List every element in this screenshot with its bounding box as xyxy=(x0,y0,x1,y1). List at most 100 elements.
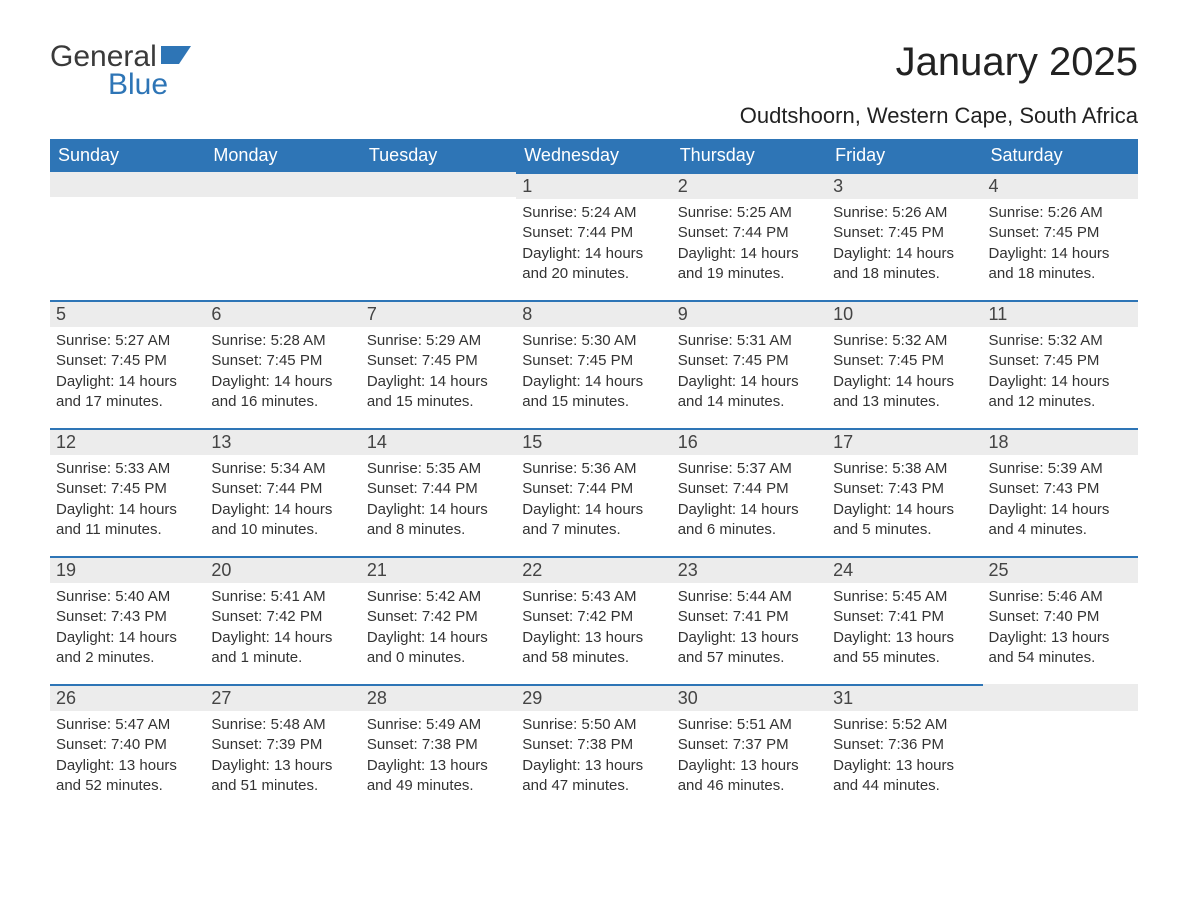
sunrise-line: Sunrise: 5:34 AM xyxy=(211,459,354,479)
sunset-line: Sunset: 7:36 PM xyxy=(833,735,976,755)
empty-day-bar xyxy=(983,684,1138,711)
day-number: 27 xyxy=(205,684,360,711)
calendar-empty-cell xyxy=(205,172,360,300)
daylight-line: Daylight: 14 hours and 15 minutes. xyxy=(522,372,665,413)
sunrise-line: Sunrise: 5:39 AM xyxy=(989,459,1132,479)
sunrise-line: Sunrise: 5:25 AM xyxy=(678,203,821,223)
day-number: 8 xyxy=(516,300,671,327)
sunrise-line: Sunrise: 5:44 AM xyxy=(678,587,821,607)
day-header: Saturday xyxy=(983,139,1138,172)
day-details: Sunrise: 5:49 AMSunset: 7:38 PMDaylight:… xyxy=(361,711,516,802)
calendar-day-cell: 23Sunrise: 5:44 AMSunset: 7:41 PMDayligh… xyxy=(672,556,827,684)
day-number: 19 xyxy=(50,556,205,583)
sunrise-line: Sunrise: 5:40 AM xyxy=(56,587,199,607)
daylight-line: Daylight: 13 hours and 44 minutes. xyxy=(833,756,976,797)
sunrise-line: Sunrise: 5:51 AM xyxy=(678,715,821,735)
day-number: 22 xyxy=(516,556,671,583)
day-header-row: SundayMondayTuesdayWednesdayThursdayFrid… xyxy=(50,139,1138,172)
day-details: Sunrise: 5:39 AMSunset: 7:43 PMDaylight:… xyxy=(983,455,1138,546)
daylight-line: Daylight: 14 hours and 2 minutes. xyxy=(56,628,199,669)
calendar-day-cell: 18Sunrise: 5:39 AMSunset: 7:43 PMDayligh… xyxy=(983,428,1138,556)
daylight-line: Daylight: 13 hours and 52 minutes. xyxy=(56,756,199,797)
sunset-line: Sunset: 7:44 PM xyxy=(211,479,354,499)
daylight-line: Daylight: 13 hours and 58 minutes. xyxy=(522,628,665,669)
daylight-line: Daylight: 14 hours and 17 minutes. xyxy=(56,372,199,413)
daylight-line: Daylight: 13 hours and 54 minutes. xyxy=(989,628,1132,669)
day-details: Sunrise: 5:27 AMSunset: 7:45 PMDaylight:… xyxy=(50,327,205,418)
daylight-line: Daylight: 14 hours and 10 minutes. xyxy=(211,500,354,541)
sunrise-line: Sunrise: 5:48 AM xyxy=(211,715,354,735)
sunrise-line: Sunrise: 5:29 AM xyxy=(367,331,510,351)
calendar-day-cell: 3Sunrise: 5:26 AMSunset: 7:45 PMDaylight… xyxy=(827,172,982,300)
sunrise-line: Sunrise: 5:41 AM xyxy=(211,587,354,607)
day-number: 2 xyxy=(672,172,827,199)
calendar-empty-cell xyxy=(983,684,1138,812)
empty-day-bar xyxy=(205,172,360,197)
day-number: 18 xyxy=(983,428,1138,455)
day-number: 20 xyxy=(205,556,360,583)
sunrise-line: Sunrise: 5:37 AM xyxy=(678,459,821,479)
sunrise-line: Sunrise: 5:49 AM xyxy=(367,715,510,735)
daylight-line: Daylight: 14 hours and 13 minutes. xyxy=(833,372,976,413)
sunset-line: Sunset: 7:42 PM xyxy=(211,607,354,627)
sunrise-line: Sunrise: 5:31 AM xyxy=(678,331,821,351)
calendar-empty-cell xyxy=(361,172,516,300)
sunset-line: Sunset: 7:42 PM xyxy=(522,607,665,627)
day-details: Sunrise: 5:26 AMSunset: 7:45 PMDaylight:… xyxy=(983,199,1138,290)
calendar-day-cell: 19Sunrise: 5:40 AMSunset: 7:43 PMDayligh… xyxy=(50,556,205,684)
day-details: Sunrise: 5:36 AMSunset: 7:44 PMDaylight:… xyxy=(516,455,671,546)
day-details: Sunrise: 5:32 AMSunset: 7:45 PMDaylight:… xyxy=(827,327,982,418)
day-details: Sunrise: 5:42 AMSunset: 7:42 PMDaylight:… xyxy=(361,583,516,674)
sunrise-line: Sunrise: 5:32 AM xyxy=(833,331,976,351)
day-details: Sunrise: 5:44 AMSunset: 7:41 PMDaylight:… xyxy=(672,583,827,674)
calendar-day-cell: 1Sunrise: 5:24 AMSunset: 7:44 PMDaylight… xyxy=(516,172,671,300)
day-details: Sunrise: 5:30 AMSunset: 7:45 PMDaylight:… xyxy=(516,327,671,418)
day-number: 7 xyxy=(361,300,516,327)
day-details: Sunrise: 5:43 AMSunset: 7:42 PMDaylight:… xyxy=(516,583,671,674)
day-header: Wednesday xyxy=(516,139,671,172)
month-title: January 2025 xyxy=(740,40,1138,85)
day-number: 31 xyxy=(827,684,982,711)
sunset-line: Sunset: 7:41 PM xyxy=(678,607,821,627)
day-number: 10 xyxy=(827,300,982,327)
day-number: 12 xyxy=(50,428,205,455)
day-details: Sunrise: 5:52 AMSunset: 7:36 PMDaylight:… xyxy=(827,711,982,802)
sunrise-line: Sunrise: 5:35 AM xyxy=(367,459,510,479)
day-number: 1 xyxy=(516,172,671,199)
day-number: 6 xyxy=(205,300,360,327)
daylight-line: Daylight: 14 hours and 4 minutes. xyxy=(989,500,1132,541)
day-details: Sunrise: 5:28 AMSunset: 7:45 PMDaylight:… xyxy=(205,327,360,418)
daylight-line: Daylight: 14 hours and 7 minutes. xyxy=(522,500,665,541)
day-number: 5 xyxy=(50,300,205,327)
day-number: 26 xyxy=(50,684,205,711)
sunrise-line: Sunrise: 5:33 AM xyxy=(56,459,199,479)
day-number: 15 xyxy=(516,428,671,455)
sunset-line: Sunset: 7:40 PM xyxy=(989,607,1132,627)
calendar-day-cell: 9Sunrise: 5:31 AMSunset: 7:45 PMDaylight… xyxy=(672,300,827,428)
page-header: General Blue January 2025 Oudtshoorn, We… xyxy=(50,40,1138,129)
day-details: Sunrise: 5:48 AMSunset: 7:39 PMDaylight:… xyxy=(205,711,360,802)
calendar-day-cell: 25Sunrise: 5:46 AMSunset: 7:40 PMDayligh… xyxy=(983,556,1138,684)
daylight-line: Daylight: 14 hours and 6 minutes. xyxy=(678,500,821,541)
day-number: 3 xyxy=(827,172,982,199)
day-number: 14 xyxy=(361,428,516,455)
sunrise-line: Sunrise: 5:28 AM xyxy=(211,331,354,351)
day-details: Sunrise: 5:31 AMSunset: 7:45 PMDaylight:… xyxy=(672,327,827,418)
day-details: Sunrise: 5:34 AMSunset: 7:44 PMDaylight:… xyxy=(205,455,360,546)
day-number: 4 xyxy=(983,172,1138,199)
calendar-week-row: 26Sunrise: 5:47 AMSunset: 7:40 PMDayligh… xyxy=(50,684,1138,812)
day-number: 9 xyxy=(672,300,827,327)
sunset-line: Sunset: 7:43 PM xyxy=(989,479,1132,499)
daylight-line: Daylight: 14 hours and 19 minutes. xyxy=(678,244,821,285)
day-details: Sunrise: 5:24 AMSunset: 7:44 PMDaylight:… xyxy=(516,199,671,290)
day-header: Friday xyxy=(827,139,982,172)
daylight-line: Daylight: 13 hours and 46 minutes. xyxy=(678,756,821,797)
daylight-line: Daylight: 13 hours and 49 minutes. xyxy=(367,756,510,797)
day-details: Sunrise: 5:47 AMSunset: 7:40 PMDaylight:… xyxy=(50,711,205,802)
sunset-line: Sunset: 7:44 PM xyxy=(522,223,665,243)
calendar-week-row: 12Sunrise: 5:33 AMSunset: 7:45 PMDayligh… xyxy=(50,428,1138,556)
calendar-day-cell: 24Sunrise: 5:45 AMSunset: 7:41 PMDayligh… xyxy=(827,556,982,684)
title-block: January 2025 Oudtshoorn, Western Cape, S… xyxy=(740,40,1138,129)
sunset-line: Sunset: 7:44 PM xyxy=(678,223,821,243)
day-details: Sunrise: 5:38 AMSunset: 7:43 PMDaylight:… xyxy=(827,455,982,546)
